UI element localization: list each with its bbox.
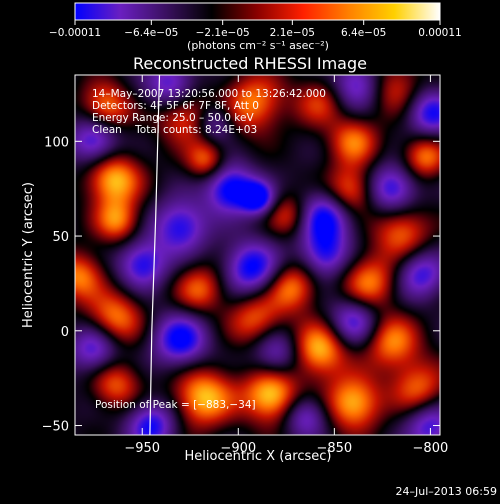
- colorbar-ticks: −0.00011 −6.4e−05 −2.1e−05 2.1e−05 6.4e−05 0.…: [49, 20, 462, 39]
- y-axis-tick-label: 100: [44, 135, 69, 150]
- annotation-method-counts: Clean Total counts: 8.24E+03: [92, 124, 257, 136]
- chart-title: Reconstructed RHESSI Image: [133, 54, 367, 73]
- x-axis-label: Heliocentric X (arcsec): [185, 449, 332, 464]
- colorbar-tick-label: 2.1e−05: [270, 27, 315, 39]
- colorbar-tick-label: −6.4e−05: [124, 27, 178, 39]
- y-axis-tick-label: 50: [52, 230, 69, 245]
- x-axis-tick-label: −850: [316, 441, 352, 456]
- y-axis-tick-label: −50: [42, 420, 69, 435]
- x-axis-tick-label: −800: [413, 441, 449, 456]
- annotation-peak-position: Position of Peak = [−883,−34]: [95, 399, 256, 411]
- solar-limb-line: [149, 74, 161, 436]
- x-axis-tick-label: −900: [220, 441, 256, 456]
- annotation-time-range: 14–May–2007 13:20:56.000 to 13:26:42.000: [92, 88, 326, 100]
- colorbar-units: (photons cm⁻² s⁻¹ asec⁻²): [187, 39, 329, 52]
- annotation-detectors: Detectors: 4F 5F 6F 7F 8F, Att 0: [92, 100, 259, 112]
- colorbar: [74, 2, 441, 21]
- plot-frame: [74, 74, 441, 436]
- annotation-energy-range: Energy Range: 25.0 – 50.0 keV: [92, 112, 254, 124]
- y-axis-ticks: 100 50 0 −50: [42, 135, 440, 435]
- footer-timestamp: 24–Jul–2013 06:59: [396, 485, 497, 498]
- colorbar-tick-label: −0.00011: [49, 27, 101, 39]
- x-axis-tick-label: −950: [124, 441, 160, 456]
- y-axis-label: Heliocentric Y (arcsec): [21, 182, 36, 328]
- colorbar-tick-label: 6.4e−05: [341, 27, 386, 39]
- heatmap-image: [75, 75, 440, 435]
- colorbar-tick-label: 0.00011: [418, 27, 461, 39]
- x-axis-ticks: −950 −900 −850 −800: [124, 75, 448, 456]
- colorbar-tick-label: −2.1e−05: [196, 27, 250, 39]
- y-axis-tick-label: 0: [61, 325, 69, 340]
